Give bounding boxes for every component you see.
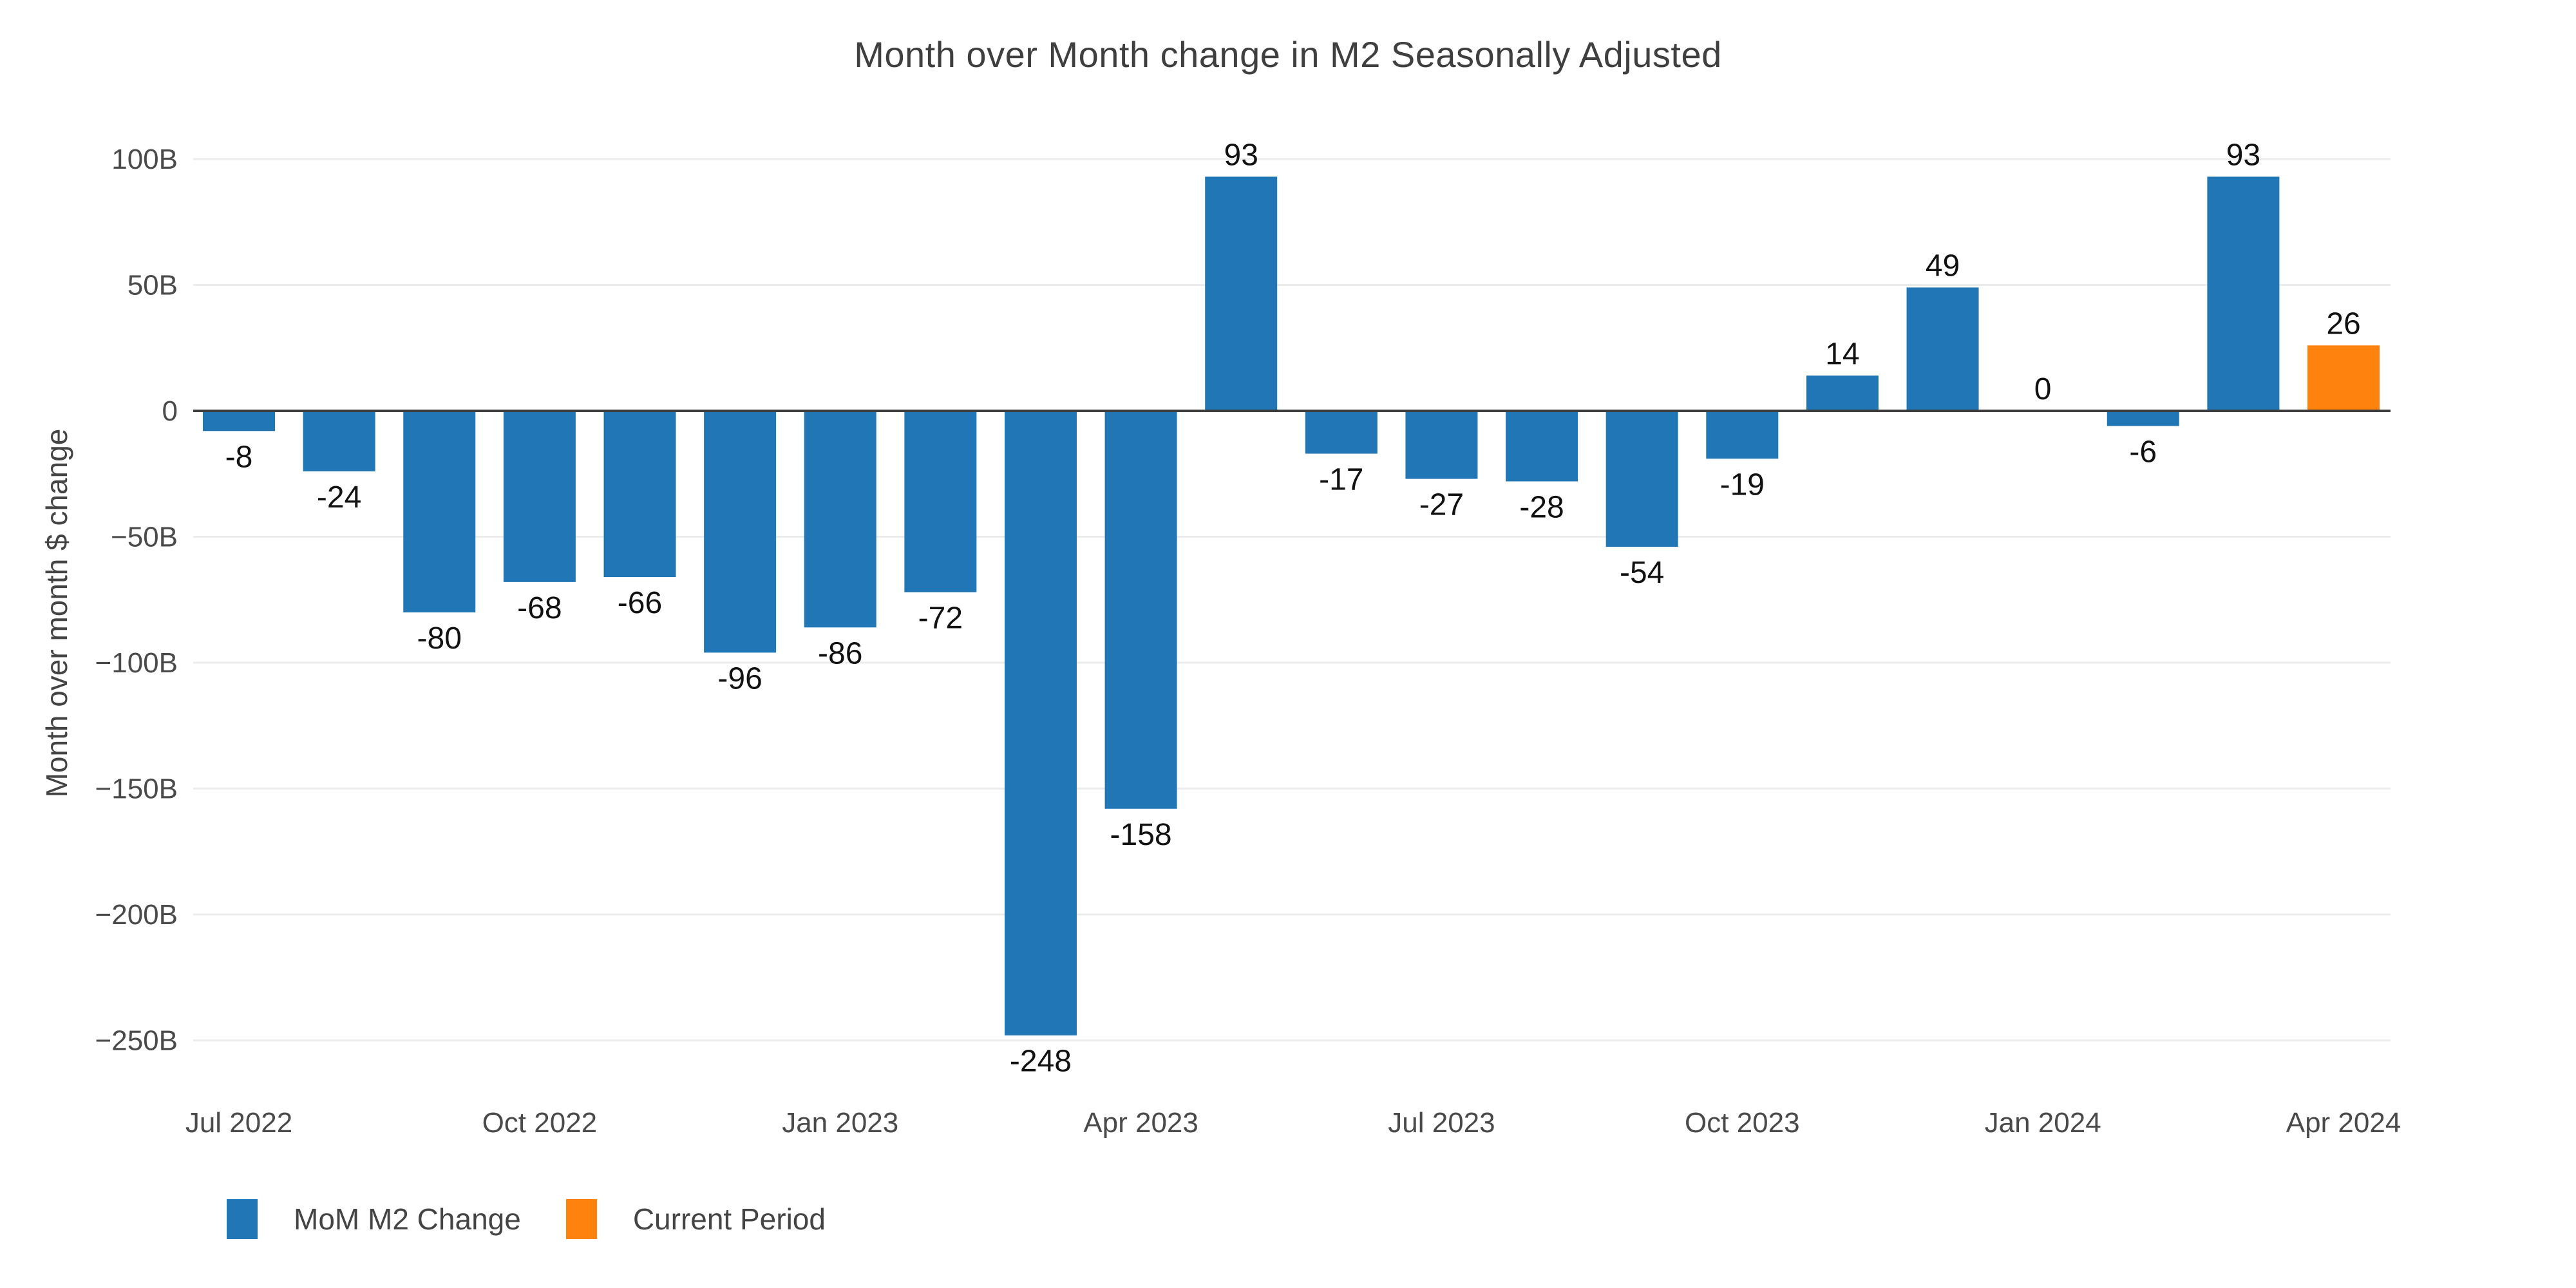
bar-feb-2023[interactable] [904, 411, 977, 592]
bar-value-label-may-2023: 93 [1224, 138, 1258, 172]
bar-value-label-mar-2024: 93 [2226, 138, 2260, 172]
y-tick-label-100: 100B [111, 144, 178, 175]
chart-title: Month over Month change in M2 Seasonally… [854, 34, 1722, 75]
bar-value-label-aug-2023: -28 [1519, 490, 1564, 524]
legend-item-mom-m2-change[interactable]: MoM M2 Change [227, 1199, 521, 1239]
legend: MoM M2 Change Current Period [227, 1199, 826, 1239]
bar-series [203, 176, 2380, 1036]
bar-value-label-feb-2023: -72 [918, 601, 963, 636]
legend-label-mom-m2-change: MoM M2 Change [294, 1202, 521, 1236]
bar-apr-2023[interactable] [1104, 411, 1177, 809]
bar-may-2023[interactable] [1205, 176, 1278, 411]
bar-sep-2023[interactable] [1605, 411, 1678, 547]
bar-value-label-mar-2023: -248 [1010, 1045, 1072, 1079]
bar-value-label-feb-2024: -6 [2129, 435, 2157, 469]
y-tick-label--200: −200B [95, 899, 178, 931]
bar-value-label-jun-2023: -17 [1319, 462, 1363, 497]
legend-swatch-orange-icon [565, 1199, 597, 1239]
bar-apr-2024[interactable] [2307, 345, 2380, 411]
bar-jul-2022[interactable] [203, 411, 275, 431]
bar-jun-2023[interactable] [1305, 411, 1378, 454]
bar-value-label-oct-2023: -19 [1720, 468, 1765, 502]
y-axis-tick-labels: 100B 50B 0 −50B −100B −150B −200B −250B [95, 144, 178, 1057]
bar-value-label-jan-2024: 0 [2034, 372, 2052, 406]
x-tick-label-jan-2024: Jan 2024 [1985, 1107, 2101, 1139]
bar-sep-2022[interactable] [403, 411, 476, 612]
bar-value-label-dec-2022: -96 [717, 661, 762, 696]
bar-jan-2023[interactable] [804, 411, 876, 628]
bar-mar-2023[interactable] [1004, 411, 1077, 1036]
bar-oct-2023[interactable] [1706, 411, 1779, 459]
bar-value-label-jul-2023: -27 [1419, 488, 1464, 522]
x-tick-label-apr-2024: Apr 2024 [2286, 1107, 2401, 1139]
legend-swatch-blue-icon [227, 1199, 258, 1239]
y-tick-label--50: −50B [111, 522, 178, 553]
x-tick-label-oct-2023: Oct 2023 [1685, 1107, 1800, 1139]
x-tick-label-jul-2022: Jul 2022 [185, 1107, 292, 1139]
x-tick-label-jul-2023: Jul 2023 [1388, 1107, 1495, 1139]
bar-value-label-dec-2023: 49 [1926, 249, 1960, 283]
legend-item-current-period[interactable]: Current Period [565, 1199, 826, 1239]
bar-value-label-oct-2022: -68 [517, 591, 562, 625]
bar-value-label-apr-2024: 26 [2326, 307, 2360, 341]
bar-aug-2022[interactable] [303, 411, 375, 471]
bar-dec-2022[interactable] [704, 411, 777, 653]
bar-feb-2024[interactable] [2107, 411, 2179, 426]
bar-mar-2024[interactable] [2207, 176, 2280, 411]
bar-aug-2023[interactable] [1506, 411, 1578, 482]
x-axis-tick-labels: Jul 2022 Oct 2022 Jan 2023 Apr 2023 Jul 2023… [185, 1107, 2401, 1139]
y-tick-label--150: −150B [95, 773, 178, 805]
y-tick-label-50: 50B [128, 270, 178, 301]
bar-jul-2023[interactable] [1405, 411, 1478, 479]
bar-dec-2023[interactable] [1906, 287, 1979, 411]
bar-value-label-aug-2022: -24 [317, 480, 361, 515]
y-tick-label--100: −100B [95, 647, 178, 679]
x-tick-label-apr-2023: Apr 2023 [1083, 1107, 1198, 1139]
bar-value-label-sep-2023: -54 [1620, 556, 1664, 590]
bar-value-label-nov-2023: 14 [1825, 337, 1859, 371]
bar-value-label-sep-2022: -80 [417, 621, 462, 656]
bar-nov-2023[interactable] [1806, 375, 1879, 411]
y-tick-label--250: −250B [95, 1025, 178, 1057]
x-tick-label-oct-2022: Oct 2022 [482, 1107, 598, 1139]
bar-value-label-jan-2023: -86 [818, 636, 862, 670]
legend-label-current-period: Current Period [632, 1202, 826, 1236]
bar-nov-2022[interactable] [603, 411, 676, 578]
bar-value-label-apr-2023: -158 [1110, 818, 1172, 852]
bar-oct-2022[interactable] [503, 411, 576, 582]
bar-value-labels: -8 -24 -80 -68 -66 -96 -86 -72 -248 -158 93 -17 -27 -… [225, 138, 2361, 1078]
bar-value-label-nov-2022: -66 [618, 586, 662, 620]
x-tick-label-jan-2023: Jan 2023 [782, 1107, 898, 1139]
y-tick-label-0: 0 [162, 395, 178, 427]
bar-value-label-jul-2022: -8 [225, 440, 253, 474]
